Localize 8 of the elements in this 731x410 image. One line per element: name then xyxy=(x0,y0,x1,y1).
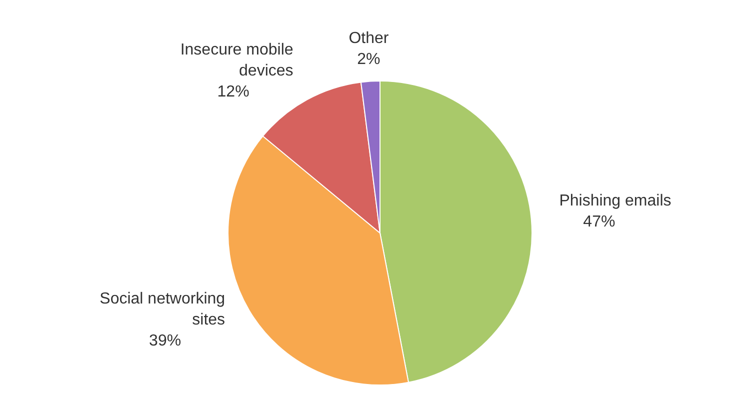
slice-label: Social networking sites xyxy=(100,290,226,329)
slice-label: Phishing emails xyxy=(559,192,672,210)
data-label: 47% xyxy=(583,214,616,231)
slice-label: Other xyxy=(348,30,390,47)
data-label: 39% xyxy=(149,332,182,350)
data-label: 12% xyxy=(217,83,250,100)
data-label: 2% xyxy=(357,50,380,68)
slice-label: Insecure mobile devices xyxy=(180,41,294,80)
